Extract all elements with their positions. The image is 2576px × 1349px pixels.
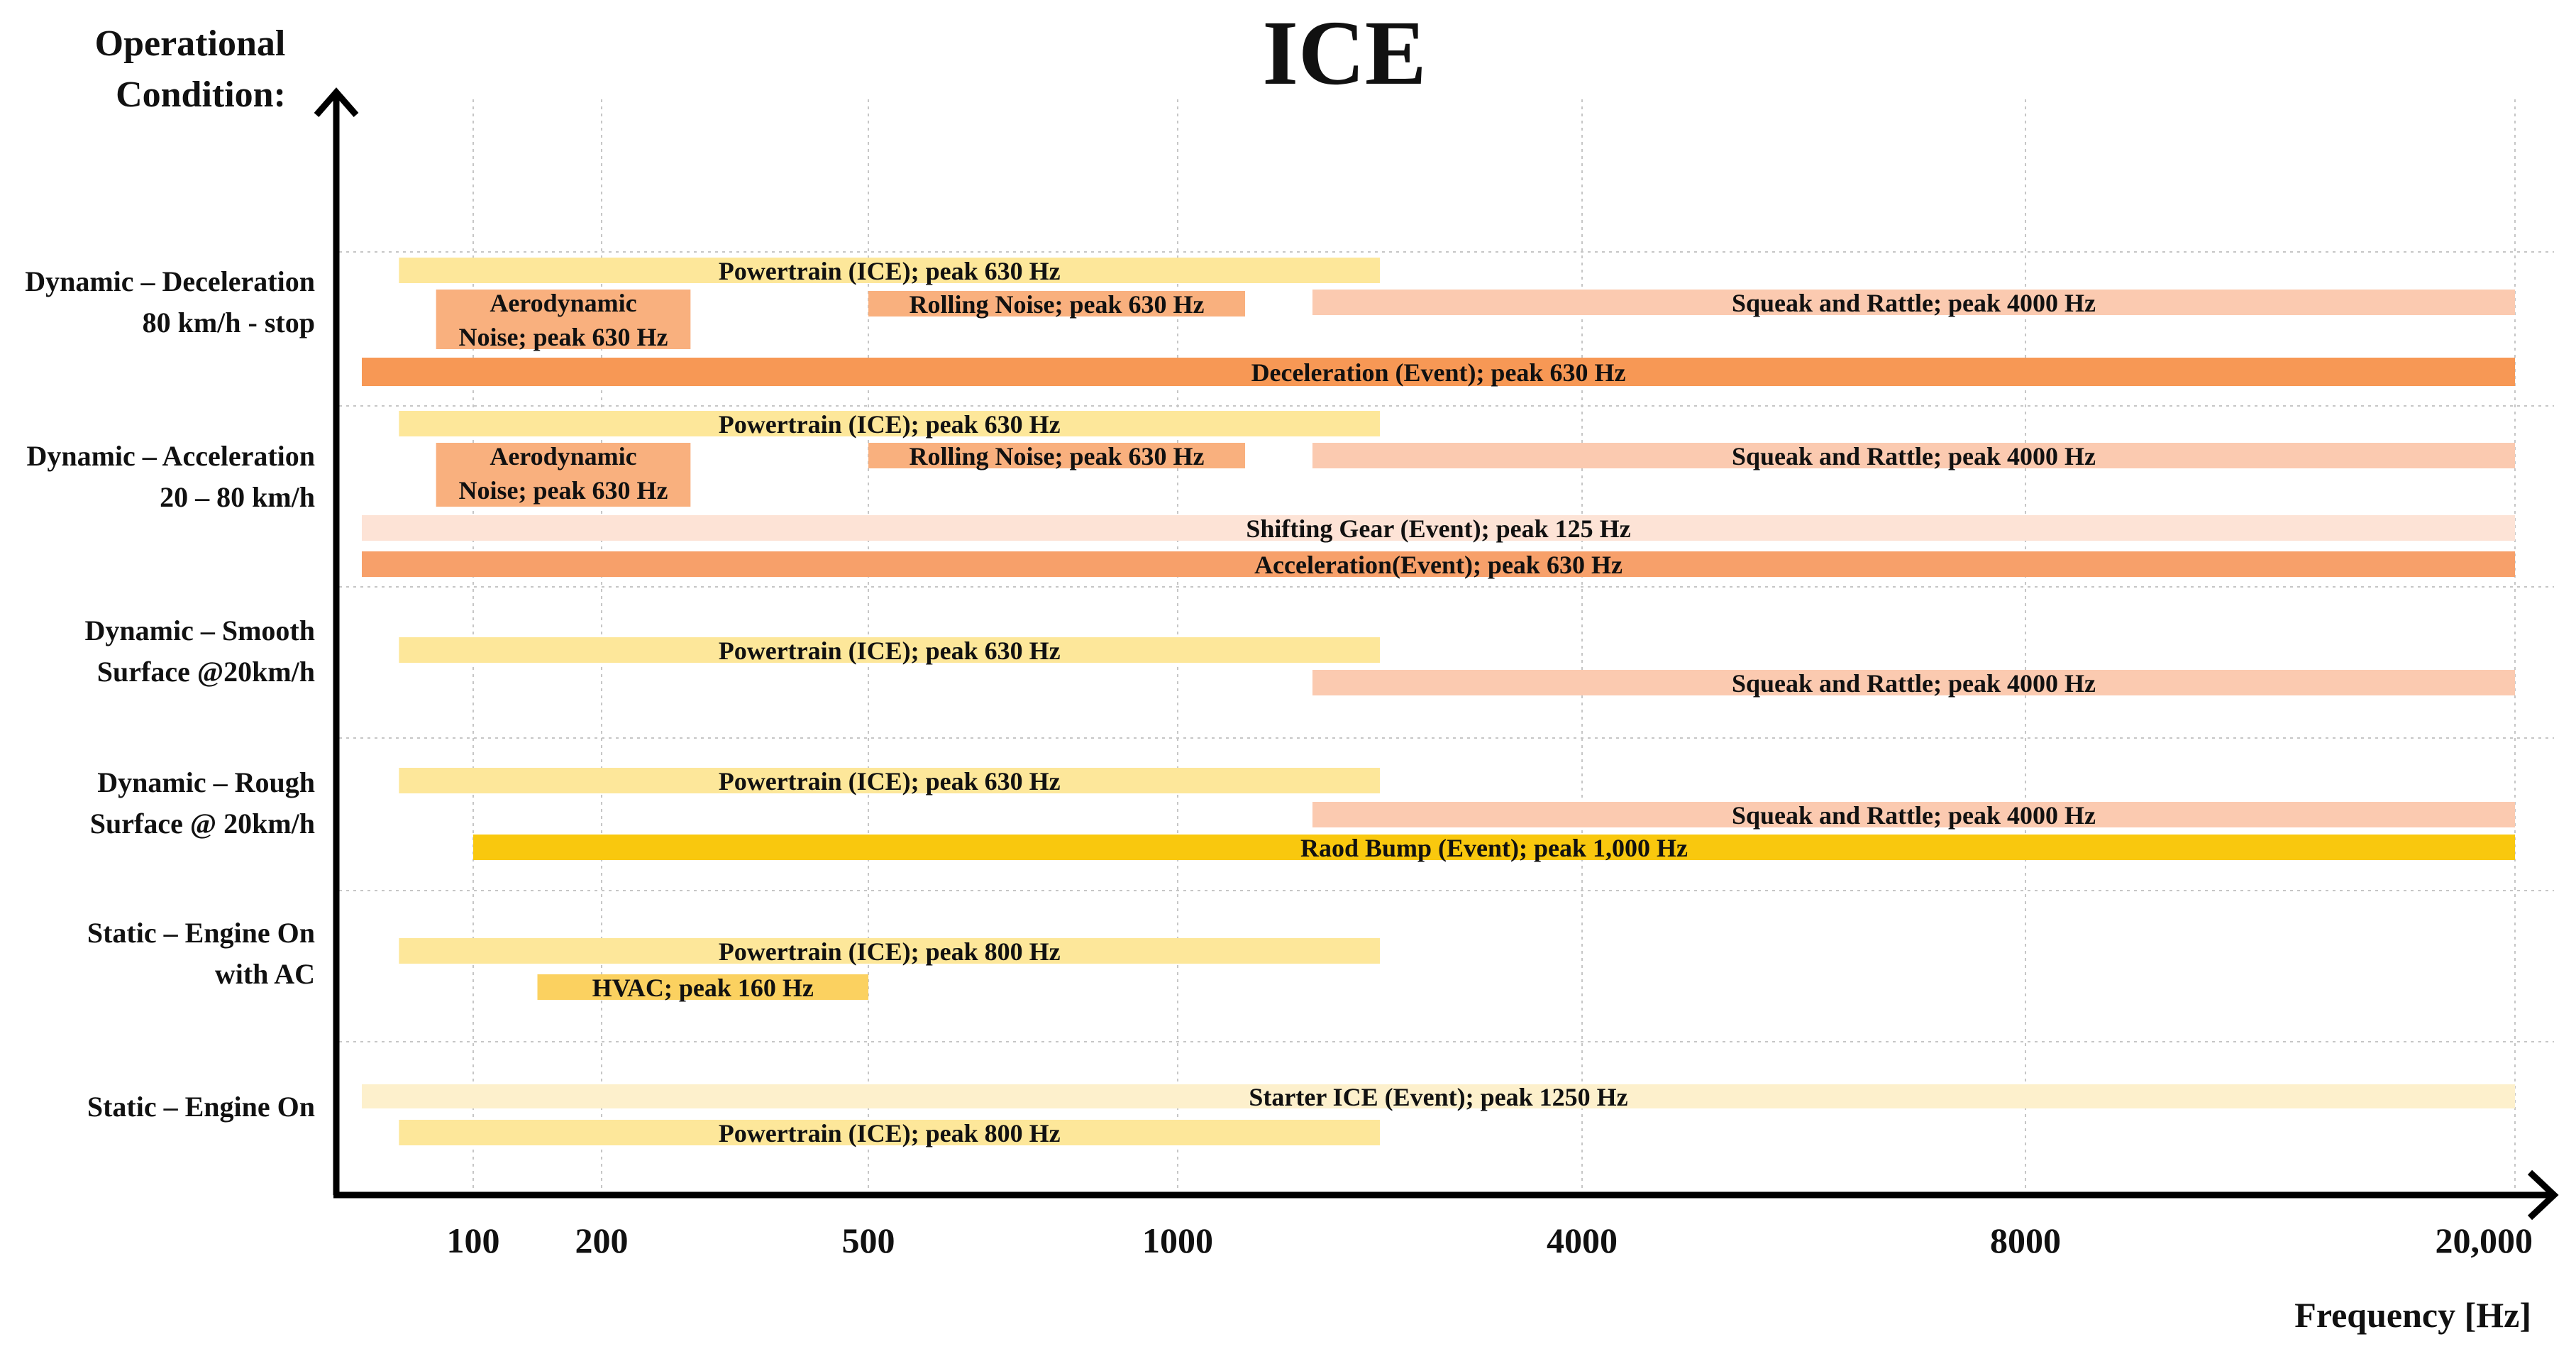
bar-label: Noise; peak 630 Hz [459,323,668,351]
bar-label: Squeak and Rattle; peak 4000 Hz [1732,289,2096,317]
x-tick-label: 500 [842,1221,895,1260]
condition-label: Static – Engine On [87,1091,315,1123]
bar-label: Powertrain (ICE); peak 630 Hz [719,257,1061,285]
condition-label: Surface @20km/h [97,656,315,688]
y-axis-arrowhead [314,87,359,117]
condition-label: with AC [215,958,315,990]
range-bar-powertrain-ice-peak-630-hz [399,411,1381,436]
bar-label: Squeak and Rattle; peak 4000 Hz [1732,442,2096,470]
bar-label: Aerodynamic [490,442,636,470]
bar-label: Rolling Noise; peak 630 Hz [909,290,1204,319]
bar-label: Squeak and Rattle; peak 4000 Hz [1732,801,2096,830]
range-bar-powertrain-ice-peak-800-hz [399,938,1381,964]
range-bar-rolling-noise-peak-630-hz [868,443,1245,468]
x-tick-label: 4000 [1547,1221,1618,1260]
range-bar-powertrain-ice-peak-630-hz [399,258,1381,283]
range-bar-shifting-gear-event-peak-125-hz [362,515,2515,541]
bar-label: Aerodynamic [490,289,636,317]
y-axis-label-line-1: Operational [95,23,286,64]
bar-label: HVAC; peak 160 Hz [592,974,814,1002]
range-bar-deceleration-event-peak-630-hz [362,358,2515,386]
x-tick-label: 1000 [1142,1221,1213,1260]
condition-label: Surface @ 20km/h [90,808,315,839]
condition-label: Dynamic – Deceleration [25,265,315,297]
range-bar-powertrain-ice-peak-800-hz [399,1120,1381,1145]
x-tick-label: 20,000 [2436,1221,2533,1260]
bar-label: Powertrain (ICE); peak 800 Hz [719,1119,1061,1147]
range-bar-acceleration-event-peak-630-hz [362,551,2515,577]
bar-label: Acceleration(Event); peak 630 Hz [1254,551,1623,579]
condition-label: Dynamic – Smooth [85,615,315,646]
x-tick-label: 200 [575,1221,629,1260]
bar-label: Rolling Noise; peak 630 Hz [909,442,1204,470]
x-axis-arrowhead [2527,1169,2559,1221]
range-bar-hvac-peak-160-hz [537,974,868,1000]
bar-layer [362,258,2515,1145]
y-axis-label-line-2: Condition: [116,75,286,115]
bar-label: Powertrain (ICE); peak 630 Hz [719,767,1061,795]
range-bar-squeak-and-rattle-peak-4000-hz [1312,443,2515,468]
range-bar-squeak-and-rattle-peak-4000-hz [1312,802,2515,827]
condition-label: 20 – 80 km/h [160,481,315,513]
range-bar-powertrain-ice-peak-630-hz [399,637,1381,663]
bar-label: Powertrain (ICE); peak 800 Hz [719,937,1061,966]
range-bar-raod-bump-event-peak-1-000-hz [473,835,2515,860]
bar-label: Raod Bump (Event); peak 1,000 Hz [1300,834,1688,862]
axes [314,87,2559,1221]
condition-label: Static – Engine On [87,917,315,949]
range-bar-powertrain-ice-peak-630-hz [399,768,1381,793]
bar-label: Noise; peak 630 Hz [459,476,668,505]
chart-title: ICE [1262,2,1426,104]
range-bar-aerodynamic-noise-peak-630-hz [436,443,691,507]
bar-label: Squeak and Rattle; peak 4000 Hz [1732,669,2096,698]
range-bar-squeak-and-rattle-peak-4000-hz [1312,670,2515,695]
x-axis-label: Frequency [Hz] [2294,1295,2531,1335]
range-bar-starter-ice-event-peak-1250-hz [362,1084,2515,1108]
bar-label: Starter ICE (Event); peak 1250 Hz [1249,1083,1627,1111]
condition-label: Dynamic – Rough [97,766,315,798]
range-bar-squeak-and-rattle-peak-4000-hz [1312,290,2515,315]
x-tick-label: 100 [447,1221,500,1260]
x-tick-label: 8000 [1990,1221,2061,1260]
bar-label: Powertrain (ICE); peak 630 Hz [719,637,1061,665]
range-bar-aerodynamic-noise-peak-630-hz [436,290,691,349]
range-bar-rolling-noise-peak-630-hz [868,291,1245,316]
bar-label: Powertrain (ICE); peak 630 Hz [719,410,1061,439]
condition-label: 80 km/h - stop [143,307,315,338]
bar-label: Deceleration (Event); peak 630 Hz [1251,358,1626,387]
condition-label: Dynamic – Acceleration [26,440,315,472]
label-layer: 100 200 500 1000 4000 8000 20,000 Dynamic – Dec… [25,257,2533,1260]
bar-label: Shifting Gear (Event); peak 125 Hz [1246,514,1630,543]
